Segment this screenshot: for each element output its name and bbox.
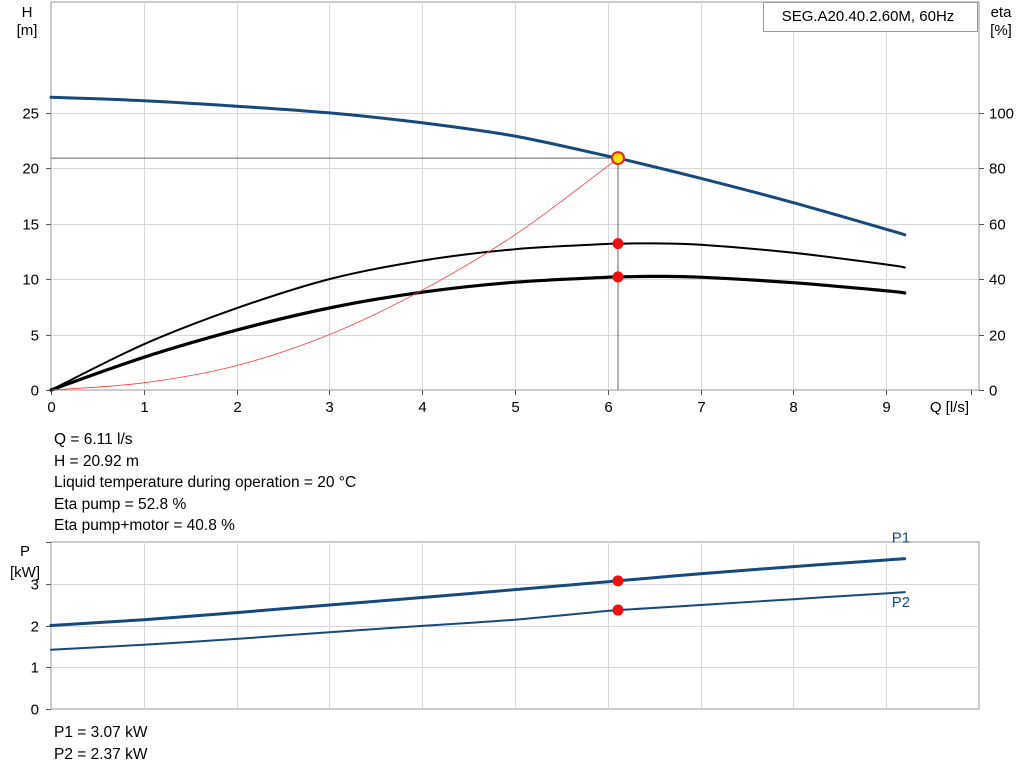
operating-point-marker [611, 151, 626, 166]
p2-operating-marker [612, 604, 624, 616]
y-tick-label: 20 [22, 161, 39, 178]
power-curve-label-p1: P1 [892, 530, 910, 547]
power-y-tick-label: 2 [31, 619, 39, 636]
y2-tick-label: 60 [989, 217, 1006, 234]
main-chart: 0 1 2 3 4 5 6 7 8 9 0 5 10 15 20 25 0 20 40 60 80 100 H[m] eta[… [17, 1, 1014, 416]
eta-pump-curve [50, 242, 906, 391]
power-y-axis-label: P [20, 543, 30, 560]
y-axis-unit: [m] [17, 22, 38, 39]
x-tick-label: 2 [233, 399, 241, 416]
y2-tick-label: 80 [989, 161, 1006, 178]
x-tick-label: 4 [418, 399, 426, 416]
x-tick-label: 5 [511, 399, 519, 416]
power-curve-p1 [49, 557, 907, 627]
info-temperature: Liquid temperature during operation = 20… [54, 474, 357, 491]
x-tick-label: 9 [882, 399, 890, 416]
y2-tick-label: 100 [989, 106, 1014, 123]
y-tick-label: 15 [22, 217, 39, 234]
x-axis-label: Q [l/s] [930, 399, 969, 416]
y2-axis-label: eta [991, 4, 1013, 21]
y2-tick-label: 40 [989, 272, 1006, 289]
power-y-tick-label: 1 [31, 660, 39, 677]
info-eta-pump: Eta pump = 52.8 % [54, 495, 187, 513]
y-tick-label: 10 [22, 272, 39, 289]
title-box [763, 2, 978, 32]
eta-pump-motor-curve [49, 274, 907, 392]
x-tick-label: 0 [47, 399, 55, 416]
info-p2: P2 = 2.37 kW [54, 745, 148, 763]
system-curve [50, 157, 620, 391]
power-info: P1 = 3.07 kW P2 = 2.37 kW [54, 722, 147, 765]
eta-pump-marker [612, 238, 624, 250]
head-curve [49, 95, 907, 237]
eta-pump-motor-marker [612, 271, 624, 283]
y-tick-label: 25 [22, 106, 39, 123]
chart-title: SEG.A20.40.2.60M, 60Hz [782, 8, 955, 25]
info-head: H = 20.92 m [54, 452, 139, 470]
power-y-tick-label: 0 [31, 702, 39, 719]
y-tick-label: 5 [31, 328, 39, 345]
info-eta-pump-motor: Eta pump+motor = 40.8 % [54, 517, 235, 534]
x-tick-label: 8 [789, 399, 797, 416]
power-y-tick-label: 3 [31, 577, 39, 594]
info-flow: Q = 6.11 l/s [54, 431, 133, 448]
power-y-axis-unit: [kW] [10, 564, 40, 581]
power-curve-label-p2: P2 [892, 594, 910, 611]
y2-axis-unit: [%] [990, 22, 1012, 39]
y2-tick-label: 0 [989, 383, 997, 400]
y-tick-label: 0 [31, 383, 39, 400]
y2-tick-label: 20 [989, 328, 1006, 345]
x-tick-label: 3 [325, 399, 333, 416]
x-tick-label: 6 [604, 399, 612, 416]
power-chart: 0 1 2 3P [kW] P1 P2 [10, 530, 980, 719]
p1-operating-marker [612, 575, 624, 587]
x-tick-label: 1 [140, 399, 148, 416]
operating-point-info: Q = 6.11 l/s H = 20.92 m Liquid temperat… [54, 429, 356, 537]
x-tick-label: 7 [697, 399, 705, 416]
info-p1: P1 = 3.07 kW [54, 724, 148, 741]
y-axis-label: H [22, 4, 33, 21]
power-curve-p2 [50, 591, 906, 651]
